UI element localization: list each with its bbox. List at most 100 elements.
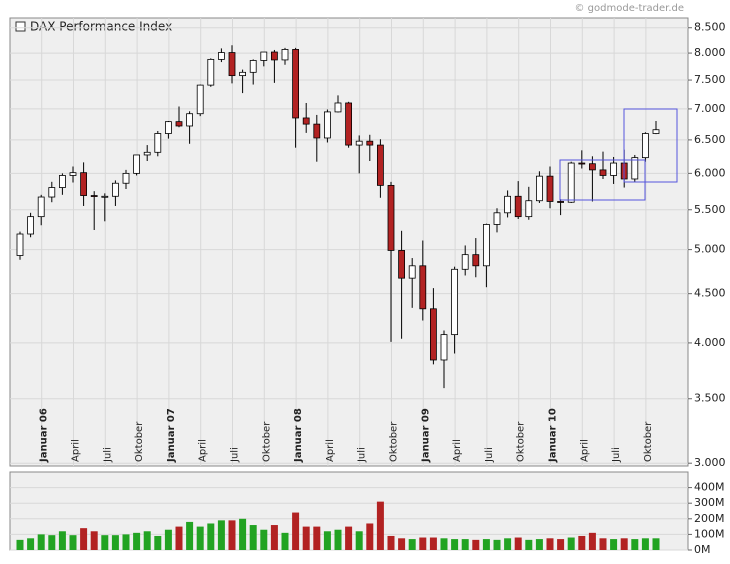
y-tick-label: 4.000 [694,336,726,349]
candle-body [323,111,331,139]
candle-body [175,121,183,127]
x-tick-label: April [452,439,463,462]
volume-bar [514,537,522,550]
x-tick-label: Oktober [134,421,145,462]
volume-bar [641,538,649,550]
annotation-box [623,108,678,183]
candle-body [164,121,172,134]
volume-bar [631,539,639,550]
y-tick-label: 4.500 [694,287,726,300]
candle-body [472,254,480,267]
candle-body [69,172,77,176]
volume-bar [186,521,194,550]
volume-bar [387,535,395,550]
x-tick-label: Oktober [516,421,527,462]
volume-bar [292,512,300,550]
volume-bar [101,535,109,550]
candle-body [546,175,554,202]
y-tick-label: 8.500 [694,21,726,34]
candle-body [186,113,194,127]
x-tick-label: Oktober [261,421,272,462]
volume-bar [313,526,321,550]
candle-body [133,154,141,174]
candle-body [217,52,225,60]
candle-body [112,182,119,197]
volume-bar [408,539,416,550]
candle-body [80,172,87,196]
candle-body [207,58,215,86]
volume-bar [461,539,469,550]
volume-bar [376,501,384,550]
candle-body [599,169,607,176]
candle-body [48,187,56,198]
source: © godmode-trader.de [575,3,685,14]
candle-body [59,175,66,188]
candle-body [313,123,321,139]
y-tick-label: 6.500 [694,133,726,146]
volume-bar [16,539,24,550]
candle-body [101,195,109,198]
candle-body [37,196,45,218]
candle-body [451,268,459,336]
volume-bar [398,538,406,550]
volume-bar [588,532,596,550]
volume-bar [355,531,363,550]
volume-bar [482,539,490,550]
candle-body [376,144,384,186]
candle-body [578,162,586,165]
x-tick-label: April [71,439,82,462]
volume-bar [249,525,257,550]
volume-bar [80,528,88,550]
x-tick-label: April [325,439,336,462]
candle-body [504,195,512,214]
candle-body [429,308,437,361]
volume-bar [37,534,45,550]
volume-bar [578,535,586,550]
candle-body [419,265,427,310]
volume-bar [345,526,353,550]
volume-bar [599,538,607,550]
volume-bar [567,537,575,550]
y-tick-label: 300M [694,496,725,509]
price-panel [9,17,689,467]
candle-body [154,133,162,153]
y-tick-label: 100M [694,527,725,540]
candle-body [355,140,363,146]
volume-bar [217,520,225,550]
volume-bar [557,539,565,550]
volume-bar [419,537,427,550]
candle-body [440,334,448,361]
x-tick-label: Januar 10 [548,408,559,463]
y-tick-label: 7.500 [694,73,726,86]
y-tick-label: 0M [694,543,711,556]
y-tick-label: 5.000 [694,243,726,256]
candle-body [536,175,543,202]
volume-bar [504,538,512,550]
x-tick-label: Juli [357,447,368,463]
volume-bar [366,523,374,550]
volume-bar [164,529,172,550]
candle-body [482,224,490,267]
volume-bar [175,526,183,550]
candle-body [398,250,406,279]
volume-bar [154,535,162,550]
volume-bar [323,531,331,550]
volume-bar [69,535,77,550]
volume-bar [207,523,215,550]
x-tick-label: Juli [102,447,113,463]
volume-bar [652,538,660,550]
x-tick-label: Juli [484,447,495,463]
x-tick-label: Januar 09 [420,408,431,463]
y-tick-label: 5.500 [694,203,726,216]
candle-body [461,254,469,270]
candle-body [493,212,501,225]
volume-bar [239,518,247,550]
candle-body [228,52,236,77]
volume-bar [48,535,56,550]
candle-body [345,102,353,146]
candle-body [196,84,204,115]
volume-bar [546,538,554,550]
y-tick-label: 6.000 [694,166,726,179]
x-tick-label: Juli [230,447,241,463]
